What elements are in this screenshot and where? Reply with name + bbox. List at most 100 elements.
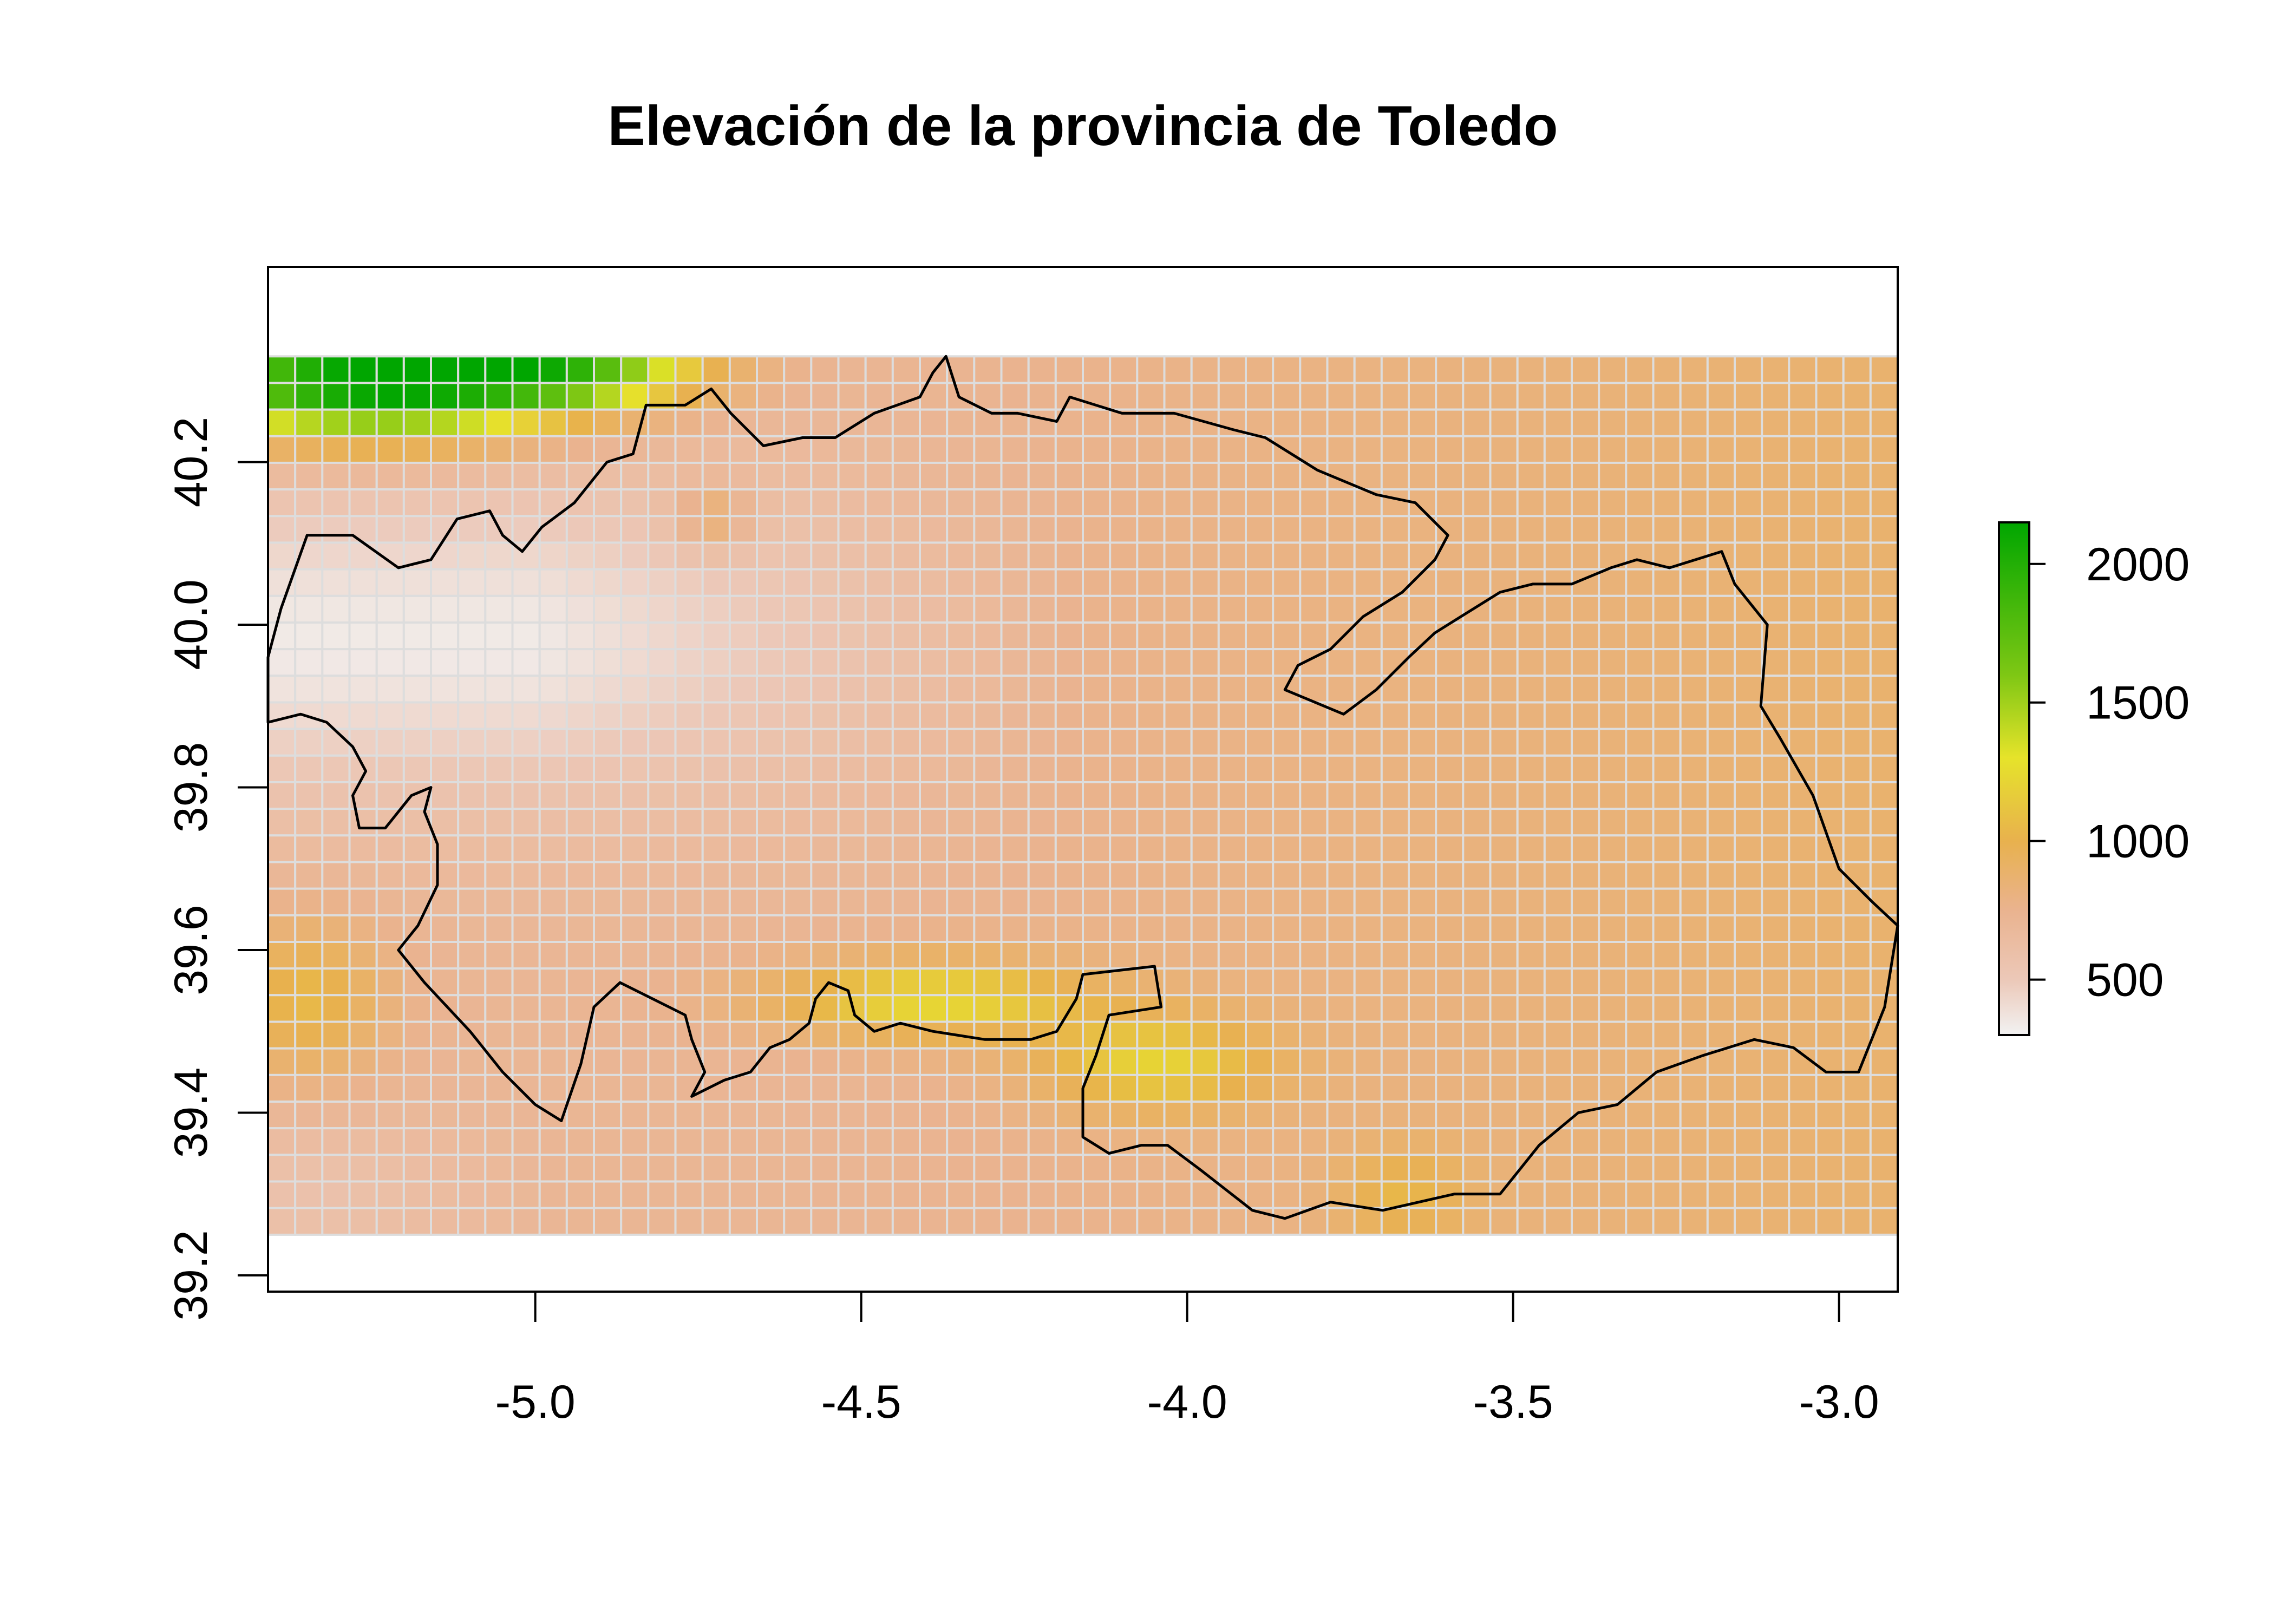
raster-cell <box>321 808 351 837</box>
raster-cell <box>674 967 704 997</box>
raster-cell <box>1299 355 1329 384</box>
raster-cell <box>1815 461 1845 491</box>
raster-cell <box>1245 1073 1275 1103</box>
raster-cell <box>457 701 487 730</box>
raster-cell <box>864 648 894 677</box>
raster-cell <box>565 1180 596 1209</box>
raster-cell <box>1272 515 1302 544</box>
raster-cell <box>620 941 650 970</box>
raster-cell <box>1869 834 1899 863</box>
raster-cell <box>891 701 922 730</box>
raster-cell <box>647 488 677 518</box>
raster-cell <box>1652 941 1682 970</box>
raster-cell <box>1598 435 1628 464</box>
raster-cell <box>1353 488 1383 518</box>
raster-cell <box>1380 488 1410 518</box>
raster-cell <box>1272 1020 1302 1050</box>
raster-cell <box>1027 568 1057 597</box>
raster-cell <box>1163 568 1193 597</box>
raster-cell <box>1543 994 1573 1023</box>
raster-cell <box>674 1127 704 1156</box>
raster-cell <box>565 1154 596 1183</box>
raster-cell <box>1706 754 1736 784</box>
raster-cell <box>1000 941 1030 970</box>
raster-cell <box>728 1180 759 1209</box>
raster-cell <box>973 488 1003 518</box>
raster-cell <box>1353 941 1383 970</box>
raster-cell <box>728 701 759 730</box>
raster-cell <box>701 701 731 730</box>
raster-cell <box>1217 834 1247 863</box>
raster-cell <box>620 834 650 863</box>
raster-cell <box>1706 355 1736 384</box>
raster-cell <box>1326 488 1356 518</box>
raster-cell <box>1516 781 1546 810</box>
raster-cell <box>864 461 894 491</box>
raster-cell <box>1598 754 1628 784</box>
raster-cell <box>837 1073 867 1103</box>
raster-cell <box>864 754 894 784</box>
raster-cell <box>430 355 460 384</box>
raster-cell <box>348 1073 378 1103</box>
raster-cell <box>620 1047 650 1076</box>
raster-cell <box>430 1207 460 1236</box>
raster-cell <box>1272 382 1302 411</box>
raster-cell <box>1326 994 1356 1023</box>
raster-cell <box>647 1127 677 1156</box>
raster-cell <box>267 435 297 464</box>
raster-cell <box>321 568 351 597</box>
raster-cell <box>348 488 378 518</box>
raster-cell <box>1245 834 1275 863</box>
raster-cell <box>348 382 378 411</box>
raster-cell <box>837 355 867 384</box>
raster-cell <box>1842 541 1872 571</box>
raster-cell <box>1788 808 1818 837</box>
raster-cell <box>701 834 731 863</box>
raster-cell <box>1462 728 1492 757</box>
raster-cell <box>728 568 759 597</box>
raster-cell <box>593 621 623 651</box>
raster-cell <box>1380 408 1410 437</box>
raster-cell <box>783 461 813 491</box>
raster-cell <box>756 861 786 890</box>
raster-cell <box>864 515 894 544</box>
raster-cell <box>810 515 840 544</box>
raster-cell <box>1652 967 1682 997</box>
raster-cell <box>1761 594 1791 624</box>
raster-cell <box>1435 461 1465 491</box>
raster-cell <box>593 515 623 544</box>
raster-cell <box>1136 648 1166 677</box>
raster-cell <box>620 781 650 810</box>
raster-cell <box>511 515 541 544</box>
raster-cell <box>1734 1154 1763 1183</box>
raster-cell <box>1190 1207 1220 1236</box>
raster-cell <box>267 781 297 810</box>
raster-cell <box>1054 728 1084 757</box>
raster-cell <box>919 648 949 677</box>
raster-cell <box>1625 488 1655 518</box>
raster-cell <box>919 675 949 704</box>
raster-cell <box>647 1154 677 1183</box>
raster-cell <box>1571 1020 1600 1050</box>
raster-cell <box>348 994 378 1023</box>
raster-cell <box>756 994 786 1023</box>
raster-cell <box>756 887 786 916</box>
raster-cell <box>1598 1154 1628 1183</box>
raster-cell <box>1462 754 1492 784</box>
raster-cell <box>1815 435 1845 464</box>
raster-cell <box>430 808 460 837</box>
raster-cell <box>1815 967 1845 997</box>
raster-cell <box>946 1073 976 1103</box>
raster-cell <box>375 1154 405 1183</box>
raster-cell <box>1435 515 1465 544</box>
raster-cell <box>538 1127 568 1156</box>
raster-cell <box>1516 1047 1546 1076</box>
raster-cell <box>1842 382 1872 411</box>
raster-cell <box>1163 941 1193 970</box>
raster-cell <box>1815 675 1845 704</box>
raster-cell <box>1163 382 1193 411</box>
raster-cell <box>1000 594 1030 624</box>
raster-cell <box>1598 1207 1628 1236</box>
raster-cell <box>1706 488 1736 518</box>
raster-cell <box>593 1101 623 1130</box>
